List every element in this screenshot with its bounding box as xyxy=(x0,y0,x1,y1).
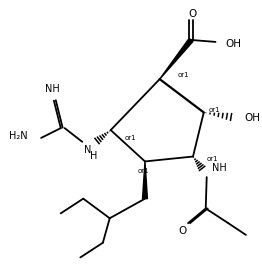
Polygon shape xyxy=(160,38,193,79)
Text: OH: OH xyxy=(225,39,241,49)
Text: NH: NH xyxy=(212,163,226,173)
Text: or1: or1 xyxy=(137,168,149,174)
Text: N: N xyxy=(84,145,92,155)
Text: or1: or1 xyxy=(209,107,220,113)
Text: or1: or1 xyxy=(177,72,189,78)
Text: or1: or1 xyxy=(124,135,136,141)
Polygon shape xyxy=(143,161,148,199)
Text: O: O xyxy=(178,226,186,236)
Text: OH: OH xyxy=(244,113,260,123)
Text: O: O xyxy=(188,9,196,20)
Text: NH: NH xyxy=(45,84,59,94)
Text: H: H xyxy=(90,151,98,161)
Text: H₂N: H₂N xyxy=(9,131,28,141)
Text: or1: or1 xyxy=(207,157,218,162)
